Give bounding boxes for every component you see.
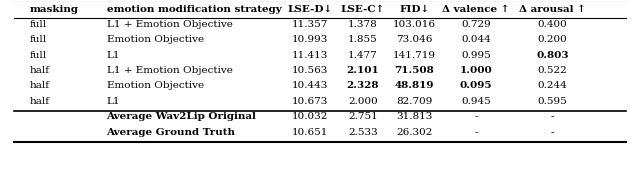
Text: 1.855: 1.855: [348, 35, 378, 44]
Text: 141.719: 141.719: [393, 51, 436, 60]
Text: 103.016: 103.016: [393, 20, 436, 29]
Text: Δ arousal ↑: Δ arousal ↑: [519, 5, 586, 14]
Text: 1.000: 1.000: [460, 66, 493, 75]
Text: FID↓: FID↓: [399, 5, 429, 14]
Text: masking: masking: [30, 5, 79, 14]
Text: -: -: [474, 112, 478, 121]
Text: half: half: [30, 66, 50, 75]
Text: 11.357: 11.357: [292, 20, 328, 29]
Text: 10.673: 10.673: [292, 97, 328, 106]
Text: 82.709: 82.709: [396, 97, 433, 106]
Text: L1: L1: [106, 97, 120, 106]
Text: 11.413: 11.413: [292, 51, 328, 60]
Text: 0.945: 0.945: [461, 97, 491, 106]
Text: 48.819: 48.819: [394, 82, 434, 90]
Text: 2.751: 2.751: [348, 112, 378, 121]
Text: 26.302: 26.302: [396, 128, 433, 137]
Text: L1 + Emotion Objective: L1 + Emotion Objective: [106, 20, 232, 29]
Text: 2.101: 2.101: [346, 66, 379, 75]
Text: 2.328: 2.328: [346, 82, 379, 90]
Text: half: half: [30, 82, 50, 90]
Text: 2.533: 2.533: [348, 128, 378, 137]
Text: emotion modification strategy: emotion modification strategy: [106, 5, 282, 14]
Text: 0.095: 0.095: [460, 82, 492, 90]
Text: 0.803: 0.803: [536, 51, 569, 60]
Text: 2.000: 2.000: [348, 97, 378, 106]
Text: Emotion Objective: Emotion Objective: [106, 82, 204, 90]
Text: 0.244: 0.244: [538, 82, 568, 90]
Text: 0.400: 0.400: [538, 20, 568, 29]
Text: LSE-D↓: LSE-D↓: [288, 5, 333, 14]
Text: full: full: [30, 35, 47, 44]
Text: LSE-C↑: LSE-C↑: [340, 5, 385, 14]
Text: 1.378: 1.378: [348, 20, 378, 29]
Text: half: half: [30, 97, 50, 106]
Text: L1 + Emotion Objective: L1 + Emotion Objective: [106, 66, 232, 75]
Text: L1: L1: [106, 51, 120, 60]
Text: 0.729: 0.729: [461, 20, 491, 29]
Text: 0.995: 0.995: [461, 51, 491, 60]
Text: 10.651: 10.651: [292, 128, 328, 137]
Text: -: -: [474, 128, 478, 137]
Text: full: full: [30, 20, 47, 29]
Text: 0.522: 0.522: [538, 66, 568, 75]
Text: 71.508: 71.508: [394, 66, 434, 75]
Text: -: -: [551, 128, 554, 137]
Text: 0.044: 0.044: [461, 35, 491, 44]
Text: 0.595: 0.595: [538, 97, 568, 106]
Text: Average Ground Truth: Average Ground Truth: [106, 128, 236, 137]
Text: 0.200: 0.200: [538, 35, 568, 44]
Text: 10.032: 10.032: [292, 112, 328, 121]
Text: 73.046: 73.046: [396, 35, 433, 44]
Text: 31.813: 31.813: [396, 112, 433, 121]
Text: full: full: [30, 51, 47, 60]
Text: Δ valence ↑: Δ valence ↑: [442, 5, 510, 14]
Text: 10.443: 10.443: [292, 82, 328, 90]
Text: 10.563: 10.563: [292, 66, 328, 75]
Text: -: -: [551, 112, 554, 121]
Text: 10.993: 10.993: [292, 35, 328, 44]
Text: Emotion Objective: Emotion Objective: [106, 35, 204, 44]
Text: 1.477: 1.477: [348, 51, 378, 60]
Text: Average Wav2Lip Original: Average Wav2Lip Original: [106, 112, 257, 121]
